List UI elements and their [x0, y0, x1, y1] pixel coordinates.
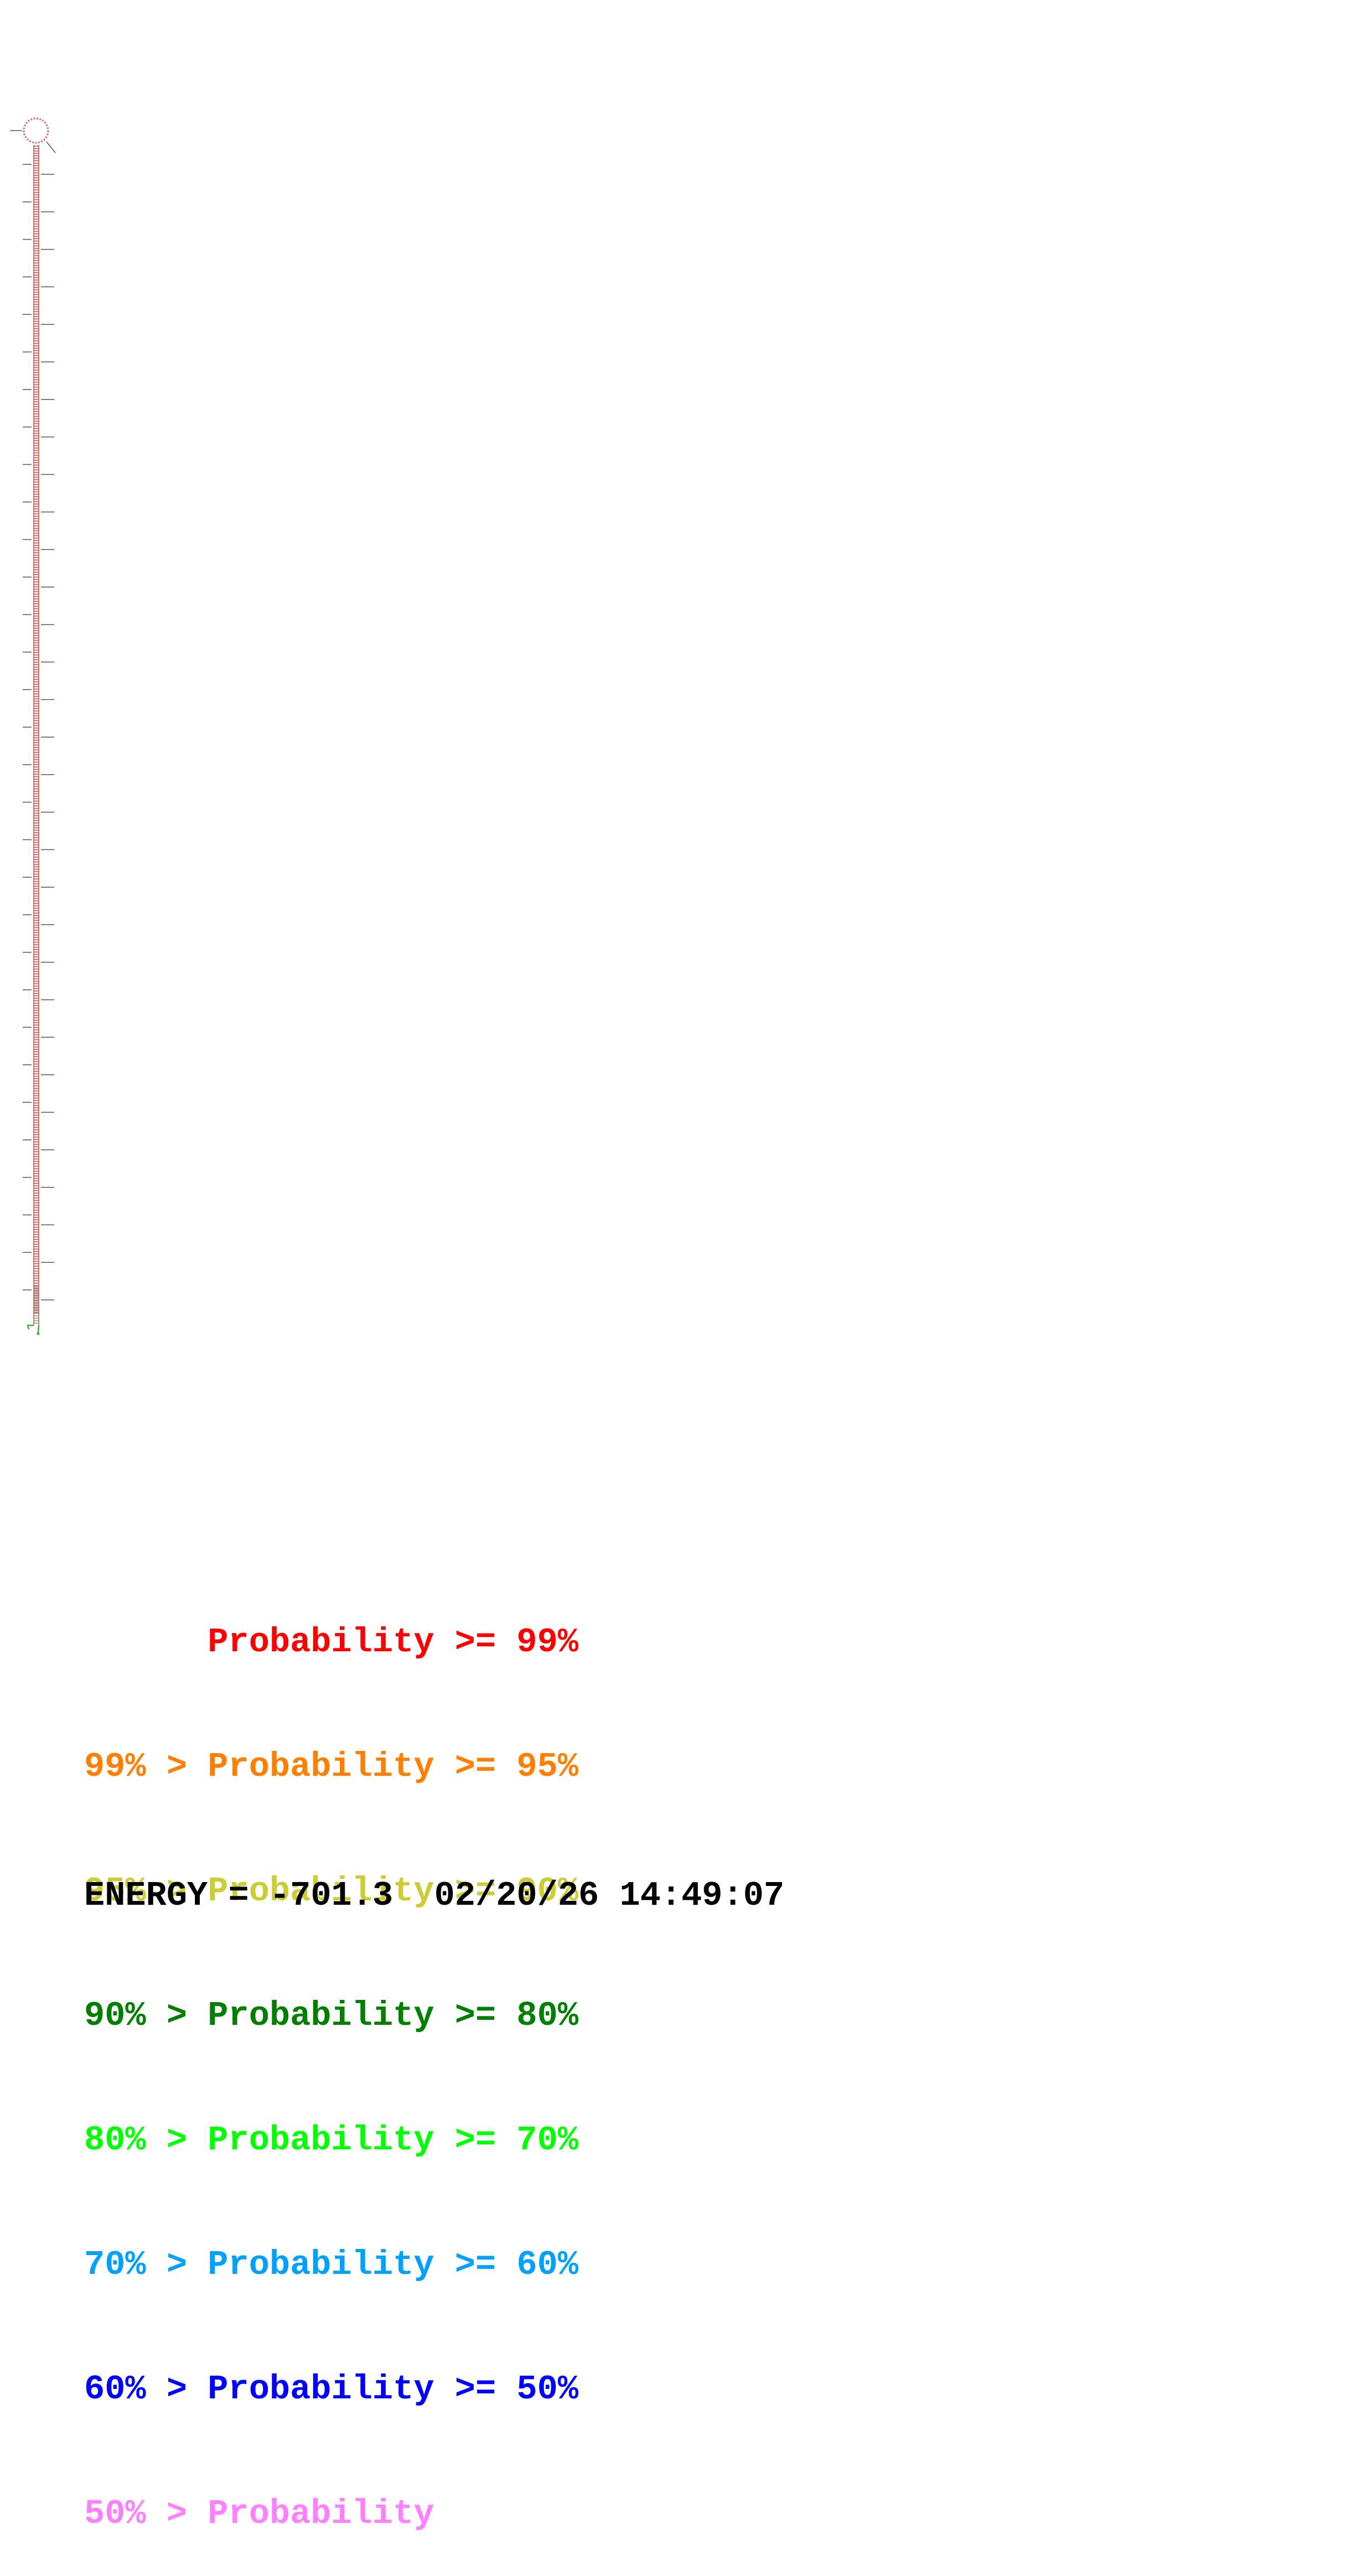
legend-gt: >: [166, 2494, 188, 2533]
legend-gt: >: [166, 1872, 188, 1911]
legend-label: Probability: [208, 1623, 434, 1662]
legend-row: 60% > Probability >= 50%: [84, 2368, 578, 2410]
legend-prefix: [84, 1623, 146, 1662]
hairpin-loop: [23, 117, 49, 144]
legend-ge: >=: [454, 2121, 496, 2160]
legend-ge: >=: [454, 1747, 496, 1786]
legend-ge: >=: [454, 1623, 496, 1662]
legend-gt: >: [166, 2245, 188, 2284]
legend-ge: >=: [454, 1872, 496, 1911]
legend-gt: [167, 1623, 187, 1662]
energy-footer: ENERGY = -701.3 02/20/26 14:49:07: [84, 1876, 784, 1915]
legend-ge: >=: [454, 2245, 496, 2284]
legend-label: Probability: [208, 1872, 434, 1911]
legend-label: Probability: [208, 2245, 434, 2284]
tail-3prime: [37, 1325, 40, 1333]
legend-label: Probability: [208, 2494, 434, 2533]
energy-value: -701.3: [269, 1876, 394, 1915]
legend-gt: >: [166, 2370, 188, 2409]
energy-label: ENERGY: [84, 1876, 208, 1915]
legend-row: 99% > Probability >= 95%: [84, 1746, 578, 1787]
legend-gt: >: [166, 2121, 188, 2160]
legend-row: 90% > Probability >= 80%: [84, 1995, 578, 2036]
legend-label: Probability: [208, 2121, 434, 2160]
legend-threshold: 80%: [516, 1996, 579, 2035]
legend-threshold: 99%: [516, 1623, 579, 1662]
loop-tick-right: [46, 141, 56, 153]
tail-5prime: [27, 1324, 34, 1330]
legend-ge: >=: [454, 2370, 496, 2409]
legend-prefix: 50%: [84, 2494, 146, 2533]
legend-row: 50% > Probability: [84, 2493, 578, 2534]
legend-row: 95% > Probability >= 90%: [84, 1870, 578, 1912]
rna-secondary-structure: [10, 117, 56, 1335]
legend-label: Probability: [208, 1996, 434, 2035]
legend-threshold: 95%: [516, 1747, 579, 1786]
legend-ge: >=: [454, 1996, 496, 2035]
probability-legend: Probability >= 99% 99% > Probability >= …: [84, 1538, 578, 2576]
legend-threshold: 60%: [516, 2245, 579, 2284]
legend-label: Probability: [208, 2370, 434, 2409]
legend-threshold: 50%: [516, 2370, 579, 2409]
legend-threshold: 90%: [516, 1872, 579, 1911]
timestamp-time: 14:49:07: [619, 1876, 785, 1915]
legend-row: 70% > Probability >= 60%: [84, 2244, 578, 2285]
legend-threshold: 70%: [516, 2121, 579, 2160]
energy-equals: =: [228, 1876, 249, 1915]
legend-prefix: 70%: [84, 2245, 146, 2284]
legend-row: Probability >= 99%: [84, 1621, 578, 1663]
legend-prefix: 99%: [84, 1747, 146, 1786]
legend-prefix: 60%: [84, 2370, 146, 2409]
tail-end: [37, 1332, 40, 1335]
legend-gt: >: [166, 1996, 188, 2035]
legend-row: 80% > Probability >= 70%: [84, 2119, 578, 2161]
legend-gt: >: [166, 1747, 188, 1786]
legend-prefix: 90%: [84, 1996, 146, 2035]
timestamp-date: 02/20/26: [434, 1876, 599, 1915]
legend-prefix: 95%: [84, 1872, 146, 1911]
legend-label: Probability: [208, 1747, 434, 1786]
legend-prefix: 80%: [84, 2121, 146, 2160]
